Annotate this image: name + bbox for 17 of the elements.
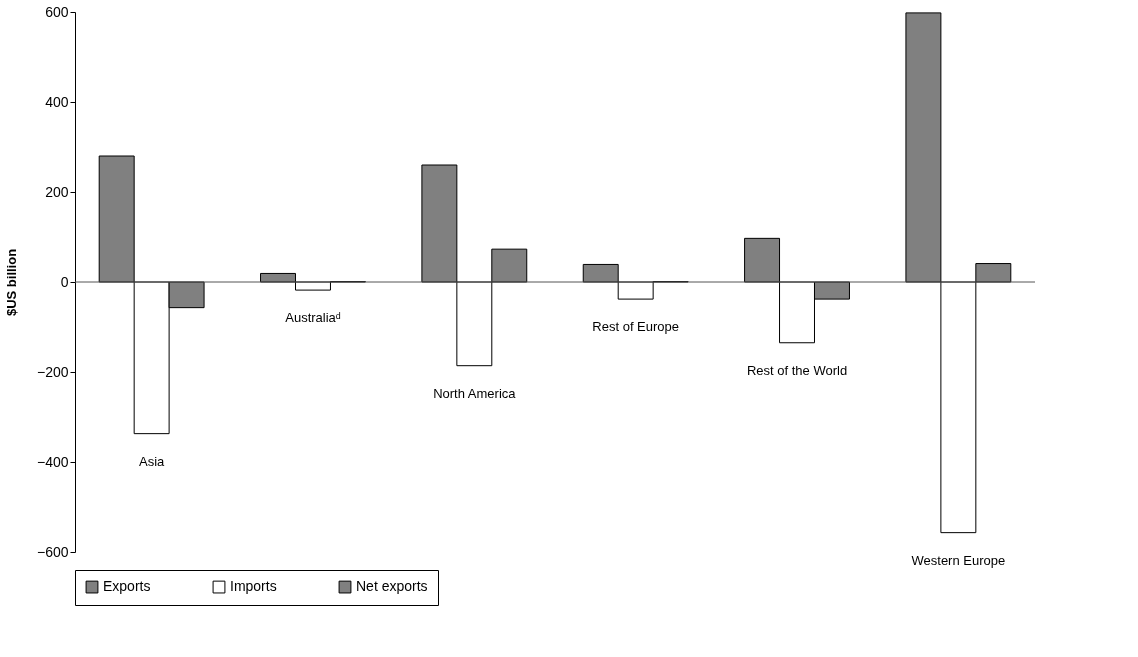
- y-tick-label: 200: [45, 183, 69, 200]
- legend-label: Exports: [103, 578, 151, 595]
- x-tick-label: Asia: [138, 453, 166, 469]
- x-tick-label: Rest of Europe: [592, 319, 680, 335]
- y-tick-label: −400: [36, 453, 69, 470]
- x-tick-label: Western Europe: [911, 552, 1006, 568]
- y-tick-label: −200: [36, 363, 69, 380]
- y-tick-label: 400: [45, 93, 69, 110]
- legend-label: Net exports: [356, 578, 428, 595]
- y-tick-label: 600: [45, 3, 69, 20]
- y-axis-title: $US billion: [3, 248, 19, 317]
- legend-label: Imports: [230, 578, 277, 595]
- y-tick-label: 0: [60, 273, 69, 290]
- y-tick-label: −600: [36, 543, 69, 560]
- x-tick-label: North America: [433, 385, 517, 401]
- x-tick-label: Australiaᵈ: [285, 310, 341, 326]
- x-tick-label: Rest of the World: [746, 362, 848, 378]
